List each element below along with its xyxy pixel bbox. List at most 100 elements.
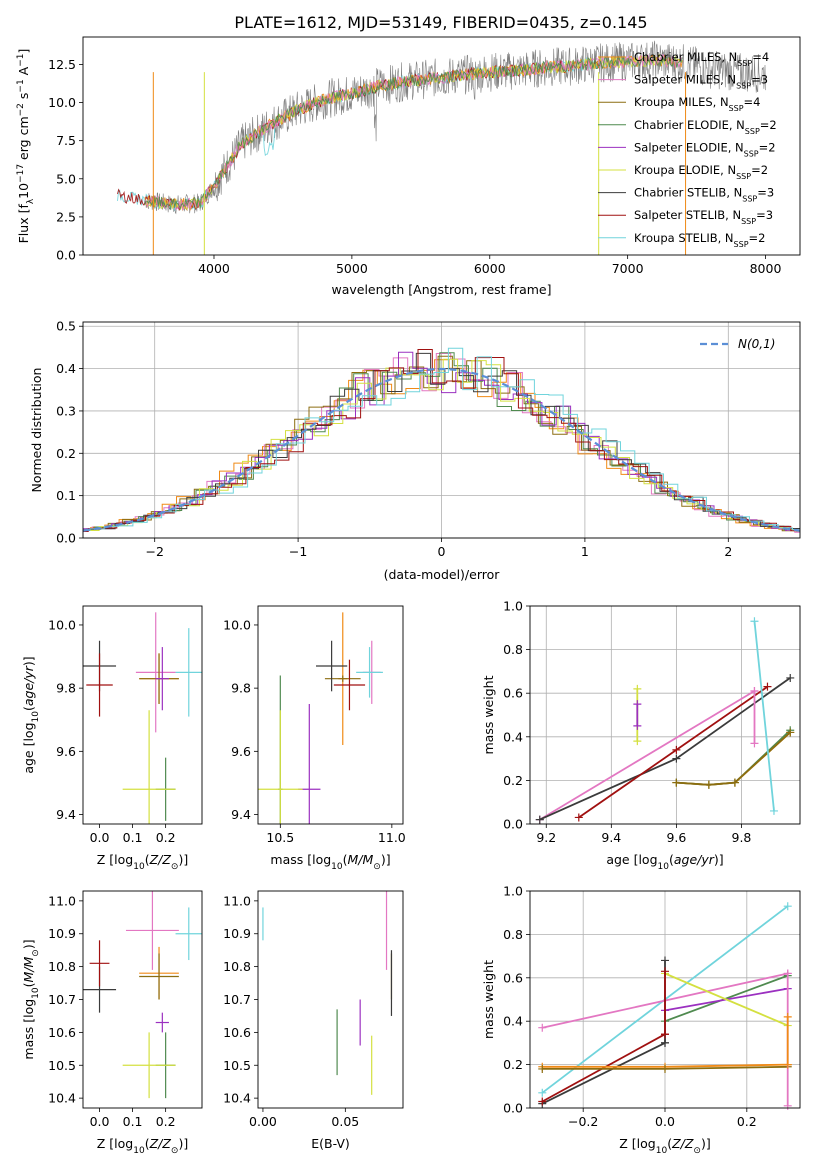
series-chabrier_stelib [541,1042,666,1105]
z_weight-axes: −0.2 0.0 0.2 0.0 0.2 0.4 0.6 0.8 1.0 [503,884,801,1129]
axes-frame [529,890,801,1109]
series-kroupa_stelib [753,621,775,811]
y-tick-label: 0.0 [503,817,523,832]
model-spectrum-chabrier_elodie [144,55,683,211]
x-tick-label: 9.4 [601,830,621,845]
y-tick-label: 0.5 [56,319,76,334]
x-tick-label: 9.8 [732,830,752,845]
series-salpeter_stelib [541,1033,666,1103]
x-tick-label: 0.05 [331,1114,359,1129]
x-tick-label: 2 [724,544,732,559]
y-tick-label: 10.9 [223,926,251,941]
marker-salpeter_miles [783,1101,792,1110]
y-tick-label: 9.6 [231,744,251,759]
y-tick-label: 10.5 [223,1058,251,1073]
histogram-kroupa_elodie [83,358,800,532]
y-tick-label: 10.4 [48,1091,76,1106]
y-tick-label: 2.5 [56,209,76,224]
residuals-xlabel: (data-model)/error [384,567,501,582]
spectrum-legend: Chabrier MILES, NSSP=4 Salpeter MILES, NS… [598,50,777,248]
legend-label: Chabrier MILES, NSSP=4 [634,50,769,68]
x-tick-label: 0.0 [655,1114,675,1129]
y-tick-label: 10.6 [48,1025,76,1040]
marker-salpeter_stelib [661,1030,669,1039]
x-tick-label: 8000 [750,261,782,276]
y-tick-label: 0.6 [503,970,523,985]
y-tick-label: 0.2 [503,773,523,788]
z_age-ylabel: age [log10(age/yr)] [21,656,41,773]
legend-label: Kroupa ELODIE, NSSP=2 [634,163,768,181]
x-tick-label: 5000 [336,261,368,276]
y-tick-label: 10.0 [48,617,76,632]
marker-salpeter_miles [538,1023,547,1032]
marker-salpeter_stelib [661,967,669,976]
axes-frame [82,605,203,825]
z_age-axes: 0.0 0.1 0.2 9.4 9.6 9.8 10.0 [48,605,203,845]
axes-frame [82,321,801,539]
y-tick-label: 9.6 [56,744,76,759]
x-tick-label: 4000 [198,261,230,276]
marker-kroupa_stelib [750,617,759,626]
axes-frame [257,605,404,825]
z_mass-points [83,891,202,1099]
legend-label: Chabrier ELODIE, NSSP=2 [634,118,777,136]
x-tick-label: 0.1 [123,830,143,845]
legend-label: Kroupa STELIB, NSSP=2 [634,231,765,249]
z_weight-ylabel: mass weight [481,960,496,1039]
z_mass-ylabel: mass [log10(M/M⊙)] [21,939,41,1059]
ebv_mass-xlabel: E(B-V) [311,1136,350,1151]
marker-kroupa_elodie [633,684,642,693]
z_age-xlabel: Z [log10(Z/Z⊙)] [97,852,188,872]
y-tick-label: 10.9 [48,926,76,941]
marker-kroupa_stelib [769,806,778,815]
series-chabrier_miles [676,731,791,786]
y-tick-label: 10.8 [223,959,251,974]
z_age-points [83,612,202,824]
age_weight-xlabel: age [log10(age/yr)] [606,852,723,872]
age_weight-ylabel: mass weight [481,675,496,754]
marker-kroupa_stelib [538,1088,547,1097]
mass_age-axes: 10.5 11.0 9.4 9.6 9.8 10.0 [223,605,406,845]
spectrum-xlabel: wavelength [Angstrom, rest frame] [331,282,551,297]
marker-chabrier_stelib [786,673,795,682]
marker-salpeter_elodie [633,721,642,730]
z_mass-xlabel: Z [log10(Z/Z⊙)] [97,1136,188,1156]
y-tick-label: 0.4 [503,729,523,744]
z_weight-lines [538,902,792,1110]
x-tick-label: 9.2 [536,830,556,845]
y-tick-label: 9.8 [231,681,251,696]
residuals-ylabel: Normed distribution [29,368,44,493]
y-tick-label: 10.4 [223,1091,251,1106]
marker-kroupa_miles [730,778,739,787]
x-tick-label: 0 [438,544,446,559]
axes-frame [529,605,801,825]
y-tick-label: 10.6 [223,1025,251,1040]
x-tick-label: 0.0 [90,830,110,845]
axes-frame [82,36,801,256]
x-tick-label: −1 [289,544,307,559]
y-tick-label: 0.3 [56,403,76,418]
x-tick-label: 0.00 [249,1114,277,1129]
marker-chabrier_miles [783,1012,792,1021]
spectrum-axes: 4000 5000 6000 7000 8000 0.0 2.5 5.0 7.5 10.0 12.5… [48,36,801,276]
marker-chabrier_stelib [661,1038,669,1047]
marker-kroupa_stelib [783,902,792,911]
legend-label: Chabrier STELIB, NSSP=3 [634,186,774,204]
y-tick-label: 10.8 [48,959,76,974]
mass_age-points [258,612,383,824]
x-tick-label: 7000 [612,261,644,276]
spectrum-plot [117,40,766,255]
legend-label: Salpeter STELIB, NSSP=3 [634,208,773,226]
y-tick-label: 0.4 [56,361,76,376]
ebv_mass-axes: 0.00 0.05 10.4 10.5 10.6 10.7 10.8 10.9 11.0 [223,890,404,1129]
marker-chabrier_miles [783,1060,792,1069]
series-chabrier_stelib [539,677,791,821]
x-tick-label: −0.2 [568,1114,598,1129]
x-tick-label: 0.2 [737,1114,757,1129]
model-spectrum-salpeter_stelib [117,57,600,212]
figure-title: PLATE=1612, MJD=53149, FIBERID=0435, z=0… [234,13,647,32]
age_weight-axes: 9.2 9.4 9.6 9.8 0.0 0.2 0.4 0.6 0.8 1.0 [503,599,801,845]
y-tick-label: 0.0 [56,248,76,263]
y-tick-label: 0.0 [503,1101,523,1116]
